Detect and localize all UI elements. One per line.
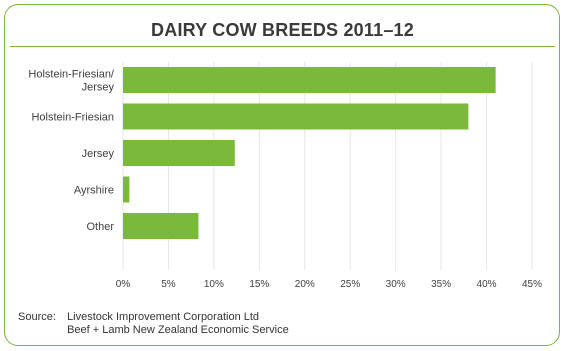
chart-card — [4, 4, 560, 346]
source-label: Source: — [18, 311, 56, 323]
category-labels: Holstein-Friesian/Jersey Holstein-Friesia… — [28, 69, 115, 234]
bars — [123, 67, 496, 239]
x-tick-label: 5% — [161, 279, 176, 290]
x-tick-label: 40% — [477, 279, 497, 290]
category-label: Ayrshire — [74, 185, 114, 197]
x-tick-label: 15% — [249, 279, 269, 290]
category-label: Holstein-Friesian/ — [28, 69, 115, 81]
x-tick-label: 30% — [386, 279, 406, 290]
category-label: Holstein-Friesian — [31, 112, 114, 124]
source-line-1: Livestock Improvement Corporation Ltd — [67, 311, 260, 323]
x-tick-label: 20% — [295, 279, 315, 290]
x-tick-label: 10% — [204, 279, 224, 290]
x-tick-label: 0% — [116, 279, 131, 290]
bar — [123, 140, 235, 166]
chart-title: DAIRY COW BREEDS 2011–12 — [151, 20, 414, 40]
title-divider — [10, 46, 555, 47]
bar — [123, 213, 199, 239]
bar — [123, 67, 496, 93]
bar — [123, 103, 469, 130]
x-tick-label: 45% — [522, 279, 542, 290]
source-note: Source: Livestock Improvement Corporatio… — [18, 311, 289, 337]
bar — [123, 176, 130, 203]
category-label: Jersey — [82, 82, 115, 94]
x-tick-label: 35% — [431, 279, 451, 290]
grid — [122, 62, 533, 270]
x-tick-labels: 0% 5% 10% 15% 20% 25% 30% 35% 40% 45% — [116, 279, 542, 290]
x-tick-label: 25% — [340, 279, 360, 290]
category-label: Jersey — [82, 148, 115, 160]
source-line-2: Beef + Lamb New Zealand Economic Service — [67, 324, 289, 336]
category-label: Other — [86, 221, 114, 233]
